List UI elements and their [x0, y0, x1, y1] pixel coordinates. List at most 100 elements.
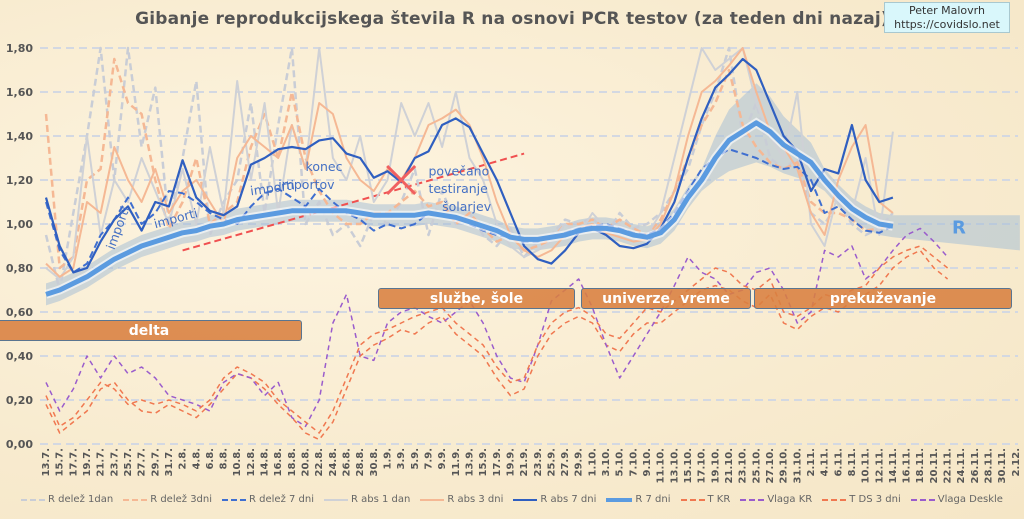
- chart-legend: R delež 1dan R delež 3dni R delež 7 dni R a…: [0, 494, 1024, 505]
- x-tick-label: 3.10.: [601, 448, 612, 476]
- legend-item: R abs 3 dni: [420, 494, 503, 505]
- x-tick-label: 19.10.: [710, 448, 721, 483]
- y-tick-label: 1,20: [6, 174, 33, 187]
- x-tick-label: 8.11.: [847, 448, 858, 476]
- y-tick-label: 1,60: [6, 86, 33, 99]
- x-tick-label: 21.7.: [96, 448, 107, 476]
- x-tick-label: 2.8.: [178, 448, 189, 470]
- legend-label: R delež 1dan: [48, 494, 114, 505]
- x-tick-label: 29.7.: [150, 448, 161, 476]
- y-tick-label: 0,40: [6, 350, 33, 363]
- y-tick-label: 1,40: [6, 130, 33, 143]
- x-tick-label: 15.9.: [478, 448, 489, 476]
- x-tick-label: 2.11.: [806, 448, 817, 476]
- legend-swatch: [680, 498, 705, 501]
- y-tick-label: 1,00: [6, 218, 33, 231]
- x-tick-label: 3.9.: [396, 448, 407, 470]
- x-tick-label: 20.8.: [301, 448, 312, 476]
- legend-swatch: [910, 498, 935, 501]
- x-tick-label: 14.8.: [260, 448, 271, 476]
- x-tick-label: 24.8.: [328, 448, 339, 476]
- legend-item: T KR: [680, 494, 730, 505]
- x-tick-label: 14.11.: [888, 448, 899, 483]
- x-tick-label: 30.8.: [369, 448, 380, 476]
- legend-label: Vlaga KR: [767, 494, 813, 505]
- x-tick-label: 1.10.: [587, 448, 598, 476]
- annotation-label: šolarjev: [442, 199, 492, 214]
- x-tick-label: 30.11.: [997, 448, 1008, 483]
- legend-item: R abs 7 dni: [513, 494, 596, 505]
- annotation-label: konec: [306, 159, 343, 174]
- x-tick-label: 6.8.: [205, 448, 216, 470]
- legend-swatch: [21, 498, 46, 501]
- forecast-label: R: [952, 218, 966, 239]
- credit-box: Peter Malovrh https://covidslo.net: [884, 2, 1010, 33]
- x-tick-label: 27.9.: [560, 448, 571, 476]
- legend-item: R delež 7 dni: [222, 494, 314, 505]
- x-tick-label: 26.8.: [342, 448, 353, 476]
- x-tick-label: 15.10.: [683, 448, 694, 483]
- legend-item: R delež 3dni: [123, 494, 212, 505]
- legend-swatch: [123, 498, 148, 501]
- trend-line: [182, 152, 525, 252]
- x-tick-label: 23.10.: [738, 448, 749, 483]
- x-tick-label: 17.7.: [68, 448, 79, 476]
- x-tick-label: 4.8.: [191, 448, 202, 470]
- x-tick-label: 5.10.: [615, 448, 626, 476]
- x-tick-label: 16.11.: [902, 448, 913, 483]
- x-tick-label: 25.9.: [546, 448, 557, 476]
- legend-label: R abs 3 dni: [447, 494, 504, 505]
- marker-x-icon: [386, 164, 417, 196]
- legend-item: R delež 1dan: [21, 494, 113, 505]
- x-tick-label: 31.7.: [164, 448, 175, 476]
- x-tick-label: 5.9.: [410, 448, 421, 470]
- legend-label: Vlaga Deskle: [937, 494, 1003, 505]
- annotation-label: povečano: [428, 164, 489, 179]
- x-tick-label: 7.9.: [423, 448, 434, 470]
- x-tick-label: 29.10.: [779, 448, 790, 483]
- legend-swatch: [222, 498, 247, 501]
- x-tick-label: 16.8.: [273, 448, 284, 476]
- series-line-t-ds-3-dni: [45, 249, 949, 441]
- x-tick-label: 27.7.: [137, 448, 148, 476]
- annotation-label: importov: [278, 177, 335, 192]
- legend-label: R delež 7 dni: [249, 494, 315, 505]
- period-box-sluzbe-sole: službe, šole: [378, 288, 575, 309]
- period-box-prekuzevanje: prekuževanje: [754, 288, 1012, 309]
- credit-url[interactable]: https://covidslo.net: [894, 18, 1000, 31]
- x-tick-label: 31.10.: [792, 448, 803, 483]
- y-tick-label: 1,80: [6, 42, 33, 55]
- x-tick-label: 23.7.: [109, 448, 120, 476]
- x-tick-label: 8.8.: [219, 448, 230, 470]
- y-tick-label: 0,60: [6, 306, 33, 319]
- x-tick-label: 22.8.: [314, 448, 325, 476]
- x-tick-label: 13.9.: [464, 448, 475, 476]
- x-tick-label: 25.7.: [123, 448, 134, 476]
- series-line-r-7-dni: [45, 120, 894, 297]
- legend-label: T DS 3 dni: [849, 494, 901, 505]
- x-tick-label: 21.9.: [519, 448, 530, 476]
- legend-item: R abs 1 dan: [324, 494, 410, 505]
- legend-label: R abs 7 dni: [540, 494, 597, 505]
- annotation-label: testiranje: [428, 181, 488, 196]
- x-tick-label: 15.7.: [55, 448, 66, 476]
- y-tick-label: 0,00: [6, 438, 33, 451]
- x-tick-label: 11.10.: [656, 448, 667, 483]
- annotation-label: importi: [249, 177, 295, 198]
- x-tick-label: 1.9.: [383, 448, 394, 470]
- x-tick-label: 21.10.: [724, 448, 735, 483]
- y-tick-label: 0,80: [6, 262, 33, 275]
- legend-item: Vlaga KR: [740, 494, 812, 505]
- x-tick-label: 26.11.: [970, 448, 981, 483]
- legend-label: R delež 3dni: [150, 494, 213, 505]
- x-tick-label: 13.10.: [669, 448, 680, 483]
- x-tick-label: 6.11.: [833, 448, 844, 476]
- series-line-r-abs-7-dni: [44, 57, 894, 274]
- x-tick-label: 28.11.: [984, 448, 995, 483]
- x-tick-label: 13.7.: [41, 448, 52, 476]
- x-tick-label: 4.11.: [820, 448, 831, 476]
- legend-item: R 7 dni: [606, 494, 671, 505]
- x-tick-label: 7.10.: [628, 448, 639, 476]
- chart-title: Gibanje reprodukcijskega števila R na os…: [135, 9, 889, 29]
